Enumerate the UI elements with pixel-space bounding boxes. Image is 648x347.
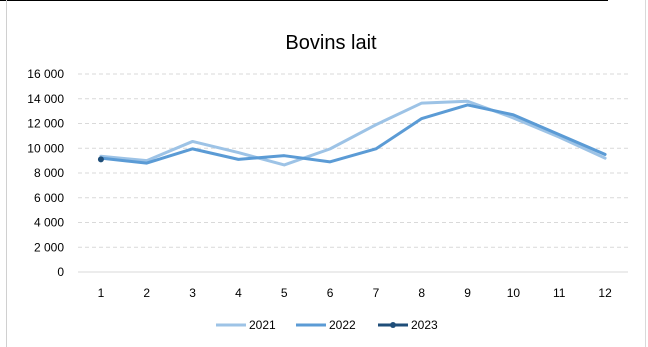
x-tick-label: 8 <box>418 286 425 300</box>
x-tick-label: 12 <box>598 286 612 300</box>
legend-label-2023: 2023 <box>411 318 438 332</box>
x-tick-label: 1 <box>98 286 105 300</box>
legend-label-2022: 2022 <box>329 318 356 332</box>
data-point-2023 <box>97 156 104 163</box>
legend-label-2021: 2021 <box>249 318 276 332</box>
series-line-2022 <box>99 103 607 165</box>
x-tick-label: 5 <box>281 286 288 300</box>
y-tick-label: 8 000 <box>34 166 64 180</box>
x-tick-label: 3 <box>189 286 196 300</box>
y-tick-label: 6 000 <box>34 191 64 205</box>
y-axis-tick-labels: 0 2 000 4 000 6 000 8 000 10 000 12 000 14 000 1… <box>27 67 64 279</box>
y-tick-label: 14 000 <box>27 92 64 106</box>
series-lines <box>97 99 607 167</box>
y-tick-label: 0 <box>57 265 64 279</box>
x-tick-label: 4 <box>235 286 242 300</box>
x-axis-tick-labels: 1 2 3 4 5 6 7 8 9 10 11 12 <box>98 286 613 300</box>
x-tick-label: 10 <box>507 286 521 300</box>
x-tick-label: 9 <box>464 286 471 300</box>
legend: 2021 2022 2023 <box>216 318 438 332</box>
y-tick-label: 12 000 <box>27 117 64 131</box>
legend-marker-2023 <box>390 322 396 328</box>
x-tick-label: 6 <box>327 286 334 300</box>
y-tick-label: 4 000 <box>34 216 64 230</box>
y-tick-label: 16 000 <box>27 67 64 81</box>
chart-title: Bovins lait <box>285 32 377 54</box>
gridlines <box>78 73 628 248</box>
y-tick-label: 2 000 <box>34 240 64 254</box>
y-tick-label: 10 000 <box>27 141 64 155</box>
x-tick-label: 2 <box>143 286 150 300</box>
x-tick-label: 7 <box>373 286 380 300</box>
x-tick-label: 11 <box>553 286 566 300</box>
series-line-2021 <box>99 99 607 167</box>
